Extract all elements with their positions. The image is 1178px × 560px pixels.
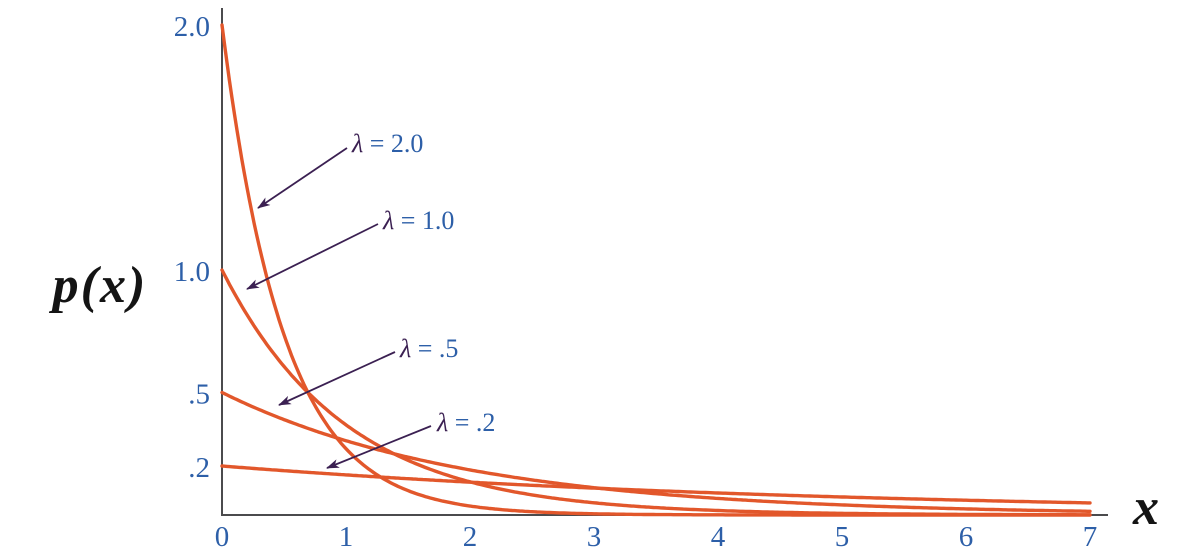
lambda-value: = 1.0 (394, 206, 454, 235)
x-tick-label-7: 7 (1083, 521, 1098, 553)
x-tick-label-1: 1 (339, 521, 354, 553)
lambda-value: = .2 (448, 408, 495, 437)
annotation-labels: λ = 2.0λ = 1.0λ = .5λ = .2 (351, 129, 495, 437)
lambda-value: = .5 (411, 334, 458, 363)
curve-0.2 (220, 464, 1092, 505)
annotation-label-0: λ = 2.0 (351, 129, 423, 158)
y-tick-label-.2: .2 (188, 452, 210, 484)
axes (221, 8, 1108, 516)
x-axis-tick-labels: 0 1 2 3 4 5 6 7 (215, 521, 1098, 553)
lambda-value: = 2.0 (363, 129, 423, 158)
x-tick-label-3: 3 (587, 521, 602, 553)
x-tick-label-6: 6 (959, 521, 974, 553)
annotation-arrow-2 (278, 351, 396, 406)
curve-1.0 (220, 268, 1092, 517)
x-axis-title: x (1132, 479, 1159, 536)
annotation-label-3: λ = .2 (436, 408, 495, 437)
x-tick-label-2: 2 (463, 521, 478, 553)
y-axis-title: p(x) (49, 257, 148, 314)
x-tick-label-5: 5 (835, 521, 850, 553)
curve-0.5 (220, 390, 1092, 513)
y-axis-tick-labels: 2.0 1.0 .5 .2 (174, 11, 210, 484)
lambda-symbol: λ (399, 334, 411, 363)
y-tick-label-2.0: 2.0 (174, 11, 210, 43)
x-tick-label-0: 0 (215, 521, 230, 553)
x-tick-label-4: 4 (711, 521, 726, 553)
annotation-arrow-3 (326, 425, 432, 469)
lambda-symbol: λ (351, 129, 363, 158)
annotation-label-1: λ = 1.0 (382, 206, 454, 235)
y-tick-label-1.0: 1.0 (174, 256, 210, 288)
annotation-arrows (246, 147, 432, 469)
annotation-arrow-1 (246, 223, 379, 290)
annotation-arrow-0 (257, 147, 348, 209)
lambda-symbol: λ (436, 408, 448, 437)
y-tick-label-.5: .5 (188, 379, 210, 411)
annotation-label-2: λ = .5 (399, 334, 458, 363)
lambda-symbol: λ (382, 206, 394, 235)
curves (220, 23, 1092, 517)
